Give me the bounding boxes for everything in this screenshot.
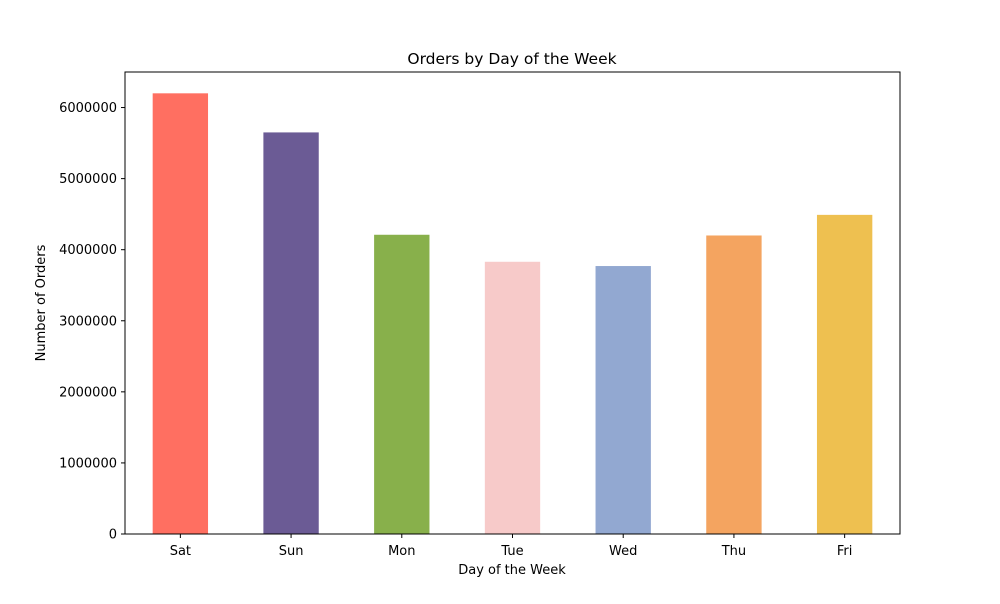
bars-group bbox=[152, 93, 873, 535]
x-tick-label: Wed bbox=[609, 544, 637, 559]
y-tick-label: 3000000 bbox=[59, 314, 117, 329]
x-tick-label: Tue bbox=[500, 544, 523, 559]
y-tick-label: 1000000 bbox=[59, 456, 117, 471]
bar-thu bbox=[706, 235, 762, 534]
plot-frame bbox=[124, 71, 901, 535]
y-tick-label: 4000000 bbox=[59, 243, 117, 258]
bar-fri bbox=[816, 214, 873, 534]
y-tick-label: 0 bbox=[109, 528, 117, 543]
chart-title: Orders by Day of the Week bbox=[407, 50, 616, 68]
x-axis-title: Day of the Week bbox=[458, 563, 566, 578]
x-tick-label: Sun bbox=[279, 544, 304, 559]
bar-sun bbox=[263, 132, 319, 534]
x-tick-label: Fri bbox=[837, 544, 853, 559]
x-tick-label: Thu bbox=[721, 544, 746, 559]
y-axis: 0 1000000 2000000 3000000 4000000 5000000 6000… bbox=[59, 101, 125, 543]
y-tick-label: 2000000 bbox=[59, 385, 117, 400]
x-axis: Sat Sun Mon Tue Wed Thu Fri bbox=[170, 534, 853, 559]
x-tick-label: Mon bbox=[388, 544, 415, 559]
x-tick-label: Sat bbox=[170, 544, 191, 559]
bar-sat bbox=[152, 93, 209, 535]
y-tick-label: 6000000 bbox=[59, 101, 117, 116]
y-axis-title: Number of Orders bbox=[34, 244, 49, 361]
bar-tue bbox=[484, 261, 541, 534]
bar-wed bbox=[595, 266, 651, 534]
bar-mon bbox=[374, 234, 430, 534]
y-tick-label: 5000000 bbox=[59, 172, 117, 187]
